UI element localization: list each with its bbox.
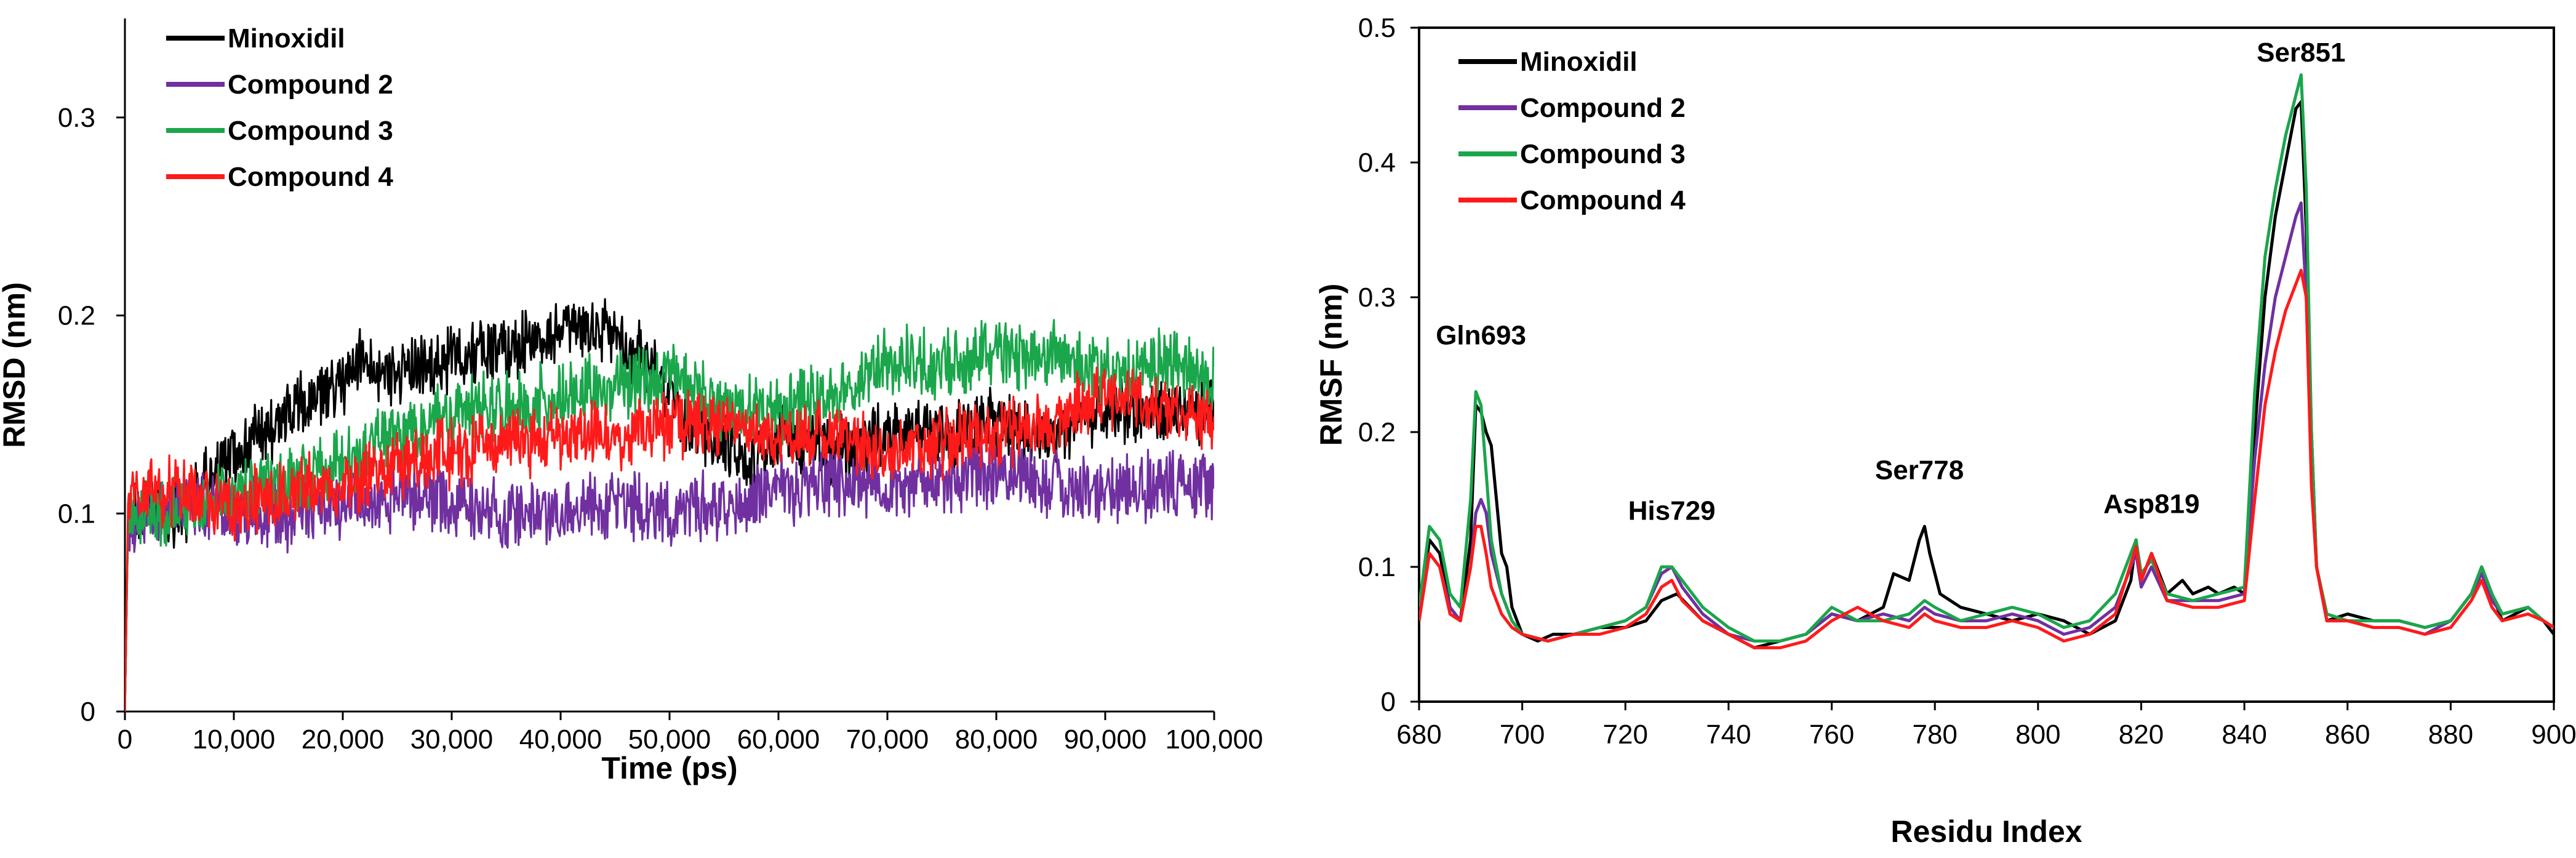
rmsf-y-tick-label: 0.3: [1358, 283, 1396, 313]
rmsd-y-tick-label: 0.3: [58, 103, 95, 133]
rmsd-y-tick-label: 0.1: [58, 499, 95, 529]
rmsd-x-tick-label: 80,000: [955, 724, 1038, 755]
rmsf-x-tick-label: 800: [2015, 720, 2060, 750]
rmsf-y-tick-label: 0.2: [1358, 417, 1396, 447]
rmsf-x-tick-label: 900: [2531, 720, 2576, 750]
rmsd-series-line-compound-2: [125, 441, 1214, 712]
rmsd-chart: 0 10,000 20,000 30,000 40,000 50,000 60,000 70,…: [0, 18, 1263, 785]
rmsf-legend-label: Compound 4: [1520, 185, 1686, 215]
rmsf-x-tick-label: 780: [1912, 720, 1957, 750]
rmsf-annotation: Gln693: [1436, 321, 1526, 351]
rmsf-plot-frame: [1418, 26, 2555, 703]
rmsf-series-line-compound-4: [1419, 268, 2554, 649]
rmsf-x-tick-label: 680: [1396, 720, 1441, 750]
rmsd-legend-label: Compound 2: [228, 70, 393, 100]
rmsf-y-tick-label: 0.5: [1358, 13, 1396, 43]
rmsd-y-tick-label: 0: [81, 697, 95, 727]
rmsd-x-tick-label: 40,000: [519, 724, 602, 755]
rmsd-x-tick-label: 60,000: [737, 724, 820, 755]
rmsd-y-tick-label: 0.2: [58, 301, 95, 331]
rmsd-x-tick-label: 10,000: [193, 724, 276, 755]
rmsf-y-axis-label: RMSF (nm): [1314, 284, 1348, 446]
rmsf-x-axis-label: Residu Index: [1890, 814, 2082, 849]
rmsd-x-axis-label: Time (ps): [601, 751, 737, 785]
rmsf-x-tick-label: 880: [2428, 720, 2473, 750]
rmsd-x-tick-label: 20,000: [302, 724, 385, 755]
rmsd-legend-label: Compound 3: [228, 116, 393, 146]
rmsf-annotation: Asp819: [2103, 489, 2200, 519]
rmsd-series-line-compound-4: [125, 366, 1214, 712]
rmsd-x-tick-label: 50,000: [628, 724, 711, 755]
rmsd-x-tick-label: 100,000: [1165, 724, 1263, 755]
rmsf-x-tick-label: 760: [1809, 720, 1854, 750]
rmsf-x-tick-label: 820: [2119, 720, 2164, 750]
rmsf-chart: 680 700 720 740 760 780 800 820 840 860 880 900 0 0.1…: [1314, 13, 2576, 849]
rmsd-legend-label: Minoxidil: [228, 23, 345, 54]
rmsf-annotation: His729: [1628, 495, 1716, 526]
rmsf-x-tick-label: 860: [2325, 720, 2370, 750]
rmsf-x-tick-label: 840: [2222, 720, 2266, 750]
rmsf-legend-label: Compound 3: [1520, 139, 1686, 169]
rmsd-x-tick-label: 70,000: [846, 724, 929, 755]
rmsf-y-tick-label: 0.4: [1358, 148, 1396, 178]
rmsd-y-axis-label: RMSD (nm): [0, 282, 31, 447]
rmsd-x-tick-label: 90,000: [1064, 724, 1147, 755]
rmsf-legend-label: Minoxidil: [1520, 47, 1638, 77]
rmsf-legend-label: Compound 2: [1520, 93, 1686, 123]
rmsf-x-tick-label: 740: [1706, 720, 1751, 750]
rmsd-x-tick-label: 30,000: [410, 724, 494, 755]
rmsf-annotation: Ser778: [1875, 455, 1964, 486]
rmsf-annotation: Ser851: [2257, 38, 2345, 68]
rmsf-y-tick-label: 0.1: [1358, 552, 1396, 582]
rmsf-x-tick-label: 700: [1500, 720, 1545, 750]
rmsf-x-tick-label: 720: [1603, 720, 1648, 750]
rmsf-y-tick-label: 0: [1381, 687, 1396, 717]
rmsd-x-tick-label: 0: [118, 724, 132, 755]
rmsd-legend-label: Compound 4: [228, 162, 393, 192]
